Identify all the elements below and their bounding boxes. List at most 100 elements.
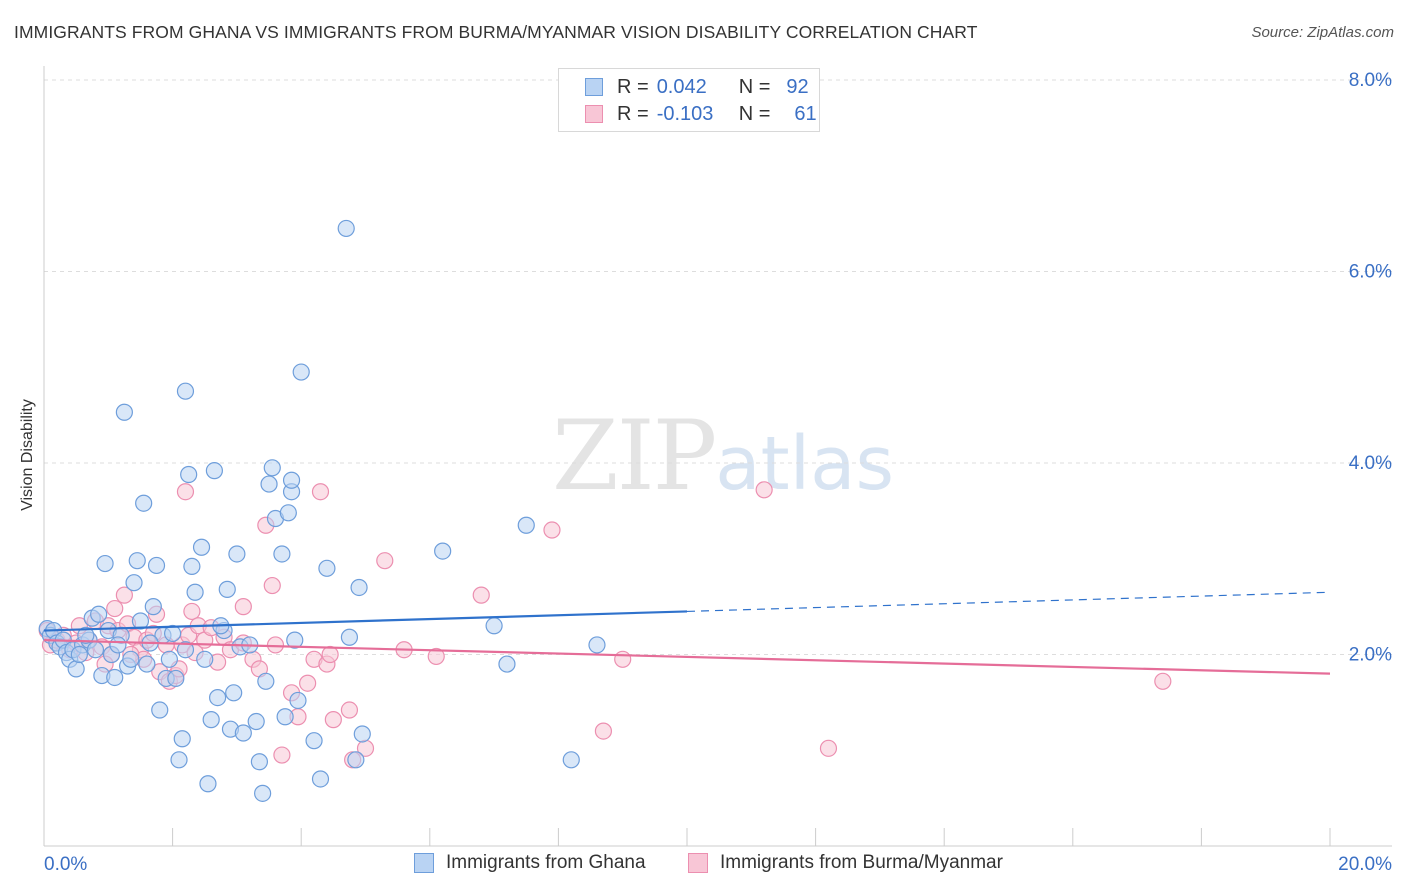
legend-n-value: 61 bbox=[794, 102, 817, 125]
burma-point bbox=[321, 645, 339, 664]
burma-point bbox=[819, 739, 838, 757]
ghana-point bbox=[228, 545, 246, 563]
ghana-point bbox=[234, 724, 252, 742]
ghana-point bbox=[176, 382, 195, 400]
burma-point bbox=[176, 483, 195, 501]
legend-swatch-burma bbox=[585, 105, 603, 123]
source-label: Source: ZipAtlas.com bbox=[1251, 24, 1394, 41]
ghana-point bbox=[196, 650, 214, 668]
series-legend: Immigrants from Ghana Immigrants from Bu… bbox=[0, 852, 1406, 878]
ghana-point bbox=[131, 612, 150, 630]
burma-point bbox=[340, 701, 359, 719]
burma-point bbox=[427, 647, 445, 666]
ghana-point bbox=[250, 753, 269, 771]
watermark-zip: ZIP bbox=[552, 400, 717, 512]
ghana-point bbox=[209, 688, 227, 707]
ghana-point bbox=[273, 545, 291, 563]
ghana-point bbox=[90, 605, 108, 623]
ghana-point bbox=[128, 552, 146, 570]
ghana-point bbox=[562, 751, 580, 769]
ghana-point bbox=[205, 462, 223, 480]
ghana-point bbox=[86, 641, 105, 659]
ghana-point bbox=[434, 542, 452, 560]
ghana-point bbox=[225, 684, 243, 702]
ghana-point bbox=[186, 583, 204, 601]
ghana-point bbox=[257, 672, 275, 690]
legend-row-burma: R = -0.103 N = 61 bbox=[585, 101, 817, 127]
ghana-point bbox=[292, 363, 310, 381]
burma-point bbox=[614, 650, 632, 668]
burma-point bbox=[234, 598, 252, 616]
series-label-ghana: Immigrants from Ghana bbox=[446, 852, 646, 873]
ghana-point bbox=[254, 784, 272, 802]
burma-point bbox=[472, 586, 490, 604]
legend-n-label: N = bbox=[738, 75, 771, 98]
ghana-point bbox=[70, 645, 88, 664]
ghana-point bbox=[138, 655, 156, 673]
legend-n-label: N = bbox=[738, 102, 771, 125]
ghana-point bbox=[517, 516, 535, 534]
ghana-point bbox=[77, 626, 95, 644]
ghana-point bbox=[144, 598, 162, 616]
ghana-point bbox=[347, 751, 365, 769]
watermark-atlas: atlas bbox=[715, 421, 895, 507]
correlation-legend: R = 0.042 N = 92 R = -0.103 N = 61 bbox=[558, 68, 820, 132]
ghana-trend-line bbox=[43, 610, 688, 632]
ghana-point bbox=[337, 219, 355, 238]
ghana-point bbox=[276, 708, 294, 726]
burma-point bbox=[324, 711, 342, 729]
ghana-point bbox=[192, 538, 211, 556]
ghana-point bbox=[173, 730, 191, 748]
ghana-point bbox=[498, 655, 516, 673]
ghana-trend-extension bbox=[686, 591, 1331, 613]
legend-r-label: R = bbox=[617, 102, 649, 125]
ghana-point bbox=[353, 725, 371, 743]
ghana-point bbox=[167, 669, 185, 688]
ghana-point bbox=[260, 475, 278, 493]
ghana-point bbox=[96, 554, 114, 573]
burma-point bbox=[115, 586, 133, 604]
ghana-point bbox=[286, 631, 304, 649]
ghana-point bbox=[135, 494, 153, 512]
ghana-point bbox=[183, 557, 201, 576]
ghana-point bbox=[151, 701, 169, 719]
series-legend-ghana[interactable]: Immigrants from Ghana bbox=[414, 852, 646, 874]
burma-point bbox=[183, 602, 201, 621]
watermark: ZIPatlas bbox=[552, 400, 894, 512]
ghana-point bbox=[147, 556, 166, 575]
x-tick-label: 20.0% bbox=[1338, 854, 1392, 875]
chart-title: IMMIGRANTS FROM GHANA VS IMMIGRANTS FROM… bbox=[14, 22, 978, 42]
ghana-point bbox=[340, 628, 359, 646]
ghana-point bbox=[125, 574, 143, 592]
ghana-point bbox=[263, 459, 281, 477]
ghana-point bbox=[218, 580, 236, 598]
ghana-point bbox=[318, 559, 336, 577]
burma-point bbox=[273, 746, 291, 764]
ghana-point bbox=[67, 660, 85, 678]
y-tick-label: 4.0% bbox=[1349, 453, 1392, 474]
ghana-point bbox=[247, 712, 265, 731]
burma-point bbox=[1154, 672, 1172, 690]
ghana-point bbox=[202, 711, 220, 729]
ghana-point bbox=[180, 465, 198, 484]
ghana-point bbox=[115, 403, 133, 421]
ghana-point bbox=[160, 650, 178, 668]
burma-point bbox=[543, 521, 561, 539]
legend-r-label: R = bbox=[617, 75, 649, 98]
x-tick-label: 0.0% bbox=[44, 854, 87, 875]
ghana-point bbox=[588, 636, 606, 654]
ghana-point bbox=[485, 617, 503, 635]
legend-n-value: 92 bbox=[786, 75, 809, 98]
burma-point bbox=[106, 599, 124, 618]
burma-point bbox=[299, 674, 317, 692]
y-tick-label: 6.0% bbox=[1349, 262, 1392, 283]
ghana-point bbox=[170, 751, 188, 769]
burma-trend-line bbox=[43, 639, 1331, 675]
ghana-point bbox=[176, 641, 195, 659]
legend-r-value: 0.042 bbox=[656, 75, 707, 98]
series-legend-burma[interactable]: Immigrants from Burma/Myanmar bbox=[688, 852, 1003, 874]
legend-swatch-ghana bbox=[585, 78, 603, 96]
legend-r-value: -0.103 bbox=[656, 102, 714, 125]
y-tick-label: 8.0% bbox=[1349, 70, 1392, 91]
